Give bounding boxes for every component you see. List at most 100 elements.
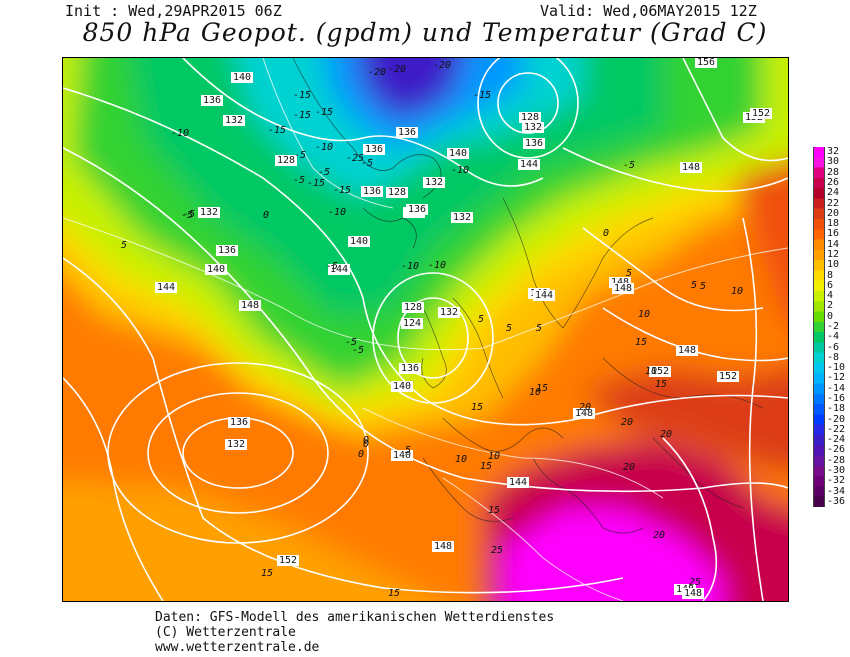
temperature-label: 15 — [488, 505, 500, 516]
temperature-label: 25 — [491, 545, 503, 556]
temperature-label: 25 — [689, 577, 701, 588]
geopotential-label: 136 — [398, 127, 416, 138]
legend-tick-label: 32 — [827, 146, 840, 158]
temperature-label: 10 — [455, 454, 467, 465]
legend-tick-label: 20 — [827, 207, 840, 219]
geopotential-label: 144 — [520, 159, 538, 170]
geopotential-label: 132 — [453, 212, 471, 223]
geopotential-label-box — [155, 282, 177, 293]
geopotential-label-box — [451, 212, 473, 223]
geopotential-label: 132 — [524, 122, 542, 133]
temperature-label: -10 — [171, 128, 189, 139]
temperature-label: -5 — [183, 209, 195, 220]
isohypses — [63, 58, 788, 601]
legend-tick-label: -4 — [827, 331, 840, 343]
legend-tick-label: 18 — [827, 218, 840, 230]
geopotential-label-box — [680, 162, 702, 173]
legend-tick-label: -10 — [827, 362, 846, 374]
geopotential-label-box — [277, 555, 299, 566]
temperature-label: -25 — [346, 153, 364, 164]
temperature-label: 10 — [638, 309, 650, 320]
geopotential-label-box — [432, 541, 454, 552]
geopotential-label: 140 — [393, 381, 411, 392]
geopotential-label-box — [198, 207, 220, 218]
temperature-label: 5 — [405, 445, 411, 456]
geopotential-label-box — [363, 144, 385, 155]
temperature-labels: -20-15-15-10 -15-10-5-5-20-15-20-25-15-10… — [121, 60, 743, 599]
legend-tick-label: 22 — [827, 197, 840, 209]
geopotential-label: 152 — [279, 555, 297, 566]
geopotential-label-box — [573, 408, 595, 419]
geopotential-label-box — [399, 363, 421, 374]
legend-tick-label: -12 — [827, 372, 846, 384]
geopotential-label: 144 — [157, 282, 175, 293]
temperature-label: -15 — [293, 90, 311, 101]
legend-tick-label: -24 — [827, 434, 846, 446]
legend-tick-label: 10 — [827, 259, 840, 271]
geopotential-label-box — [406, 204, 428, 215]
temperature-label: 20 — [660, 429, 672, 440]
geopotential-label-box — [401, 318, 423, 329]
legend-tick-label: -14 — [827, 382, 846, 394]
temperature-label: 5 — [626, 268, 632, 279]
temperature-label: 5 — [691, 280, 697, 291]
geopotential-label: 144 — [330, 264, 348, 275]
temperature-label: 15 — [388, 588, 400, 599]
geopotential-label-box — [391, 381, 413, 392]
temperature-label: -10 — [451, 165, 469, 176]
geopotential-label: 128 — [388, 187, 406, 198]
geopotential-label: 136 — [218, 245, 236, 256]
legend-tick-label: -18 — [827, 403, 846, 415]
geopotential-label-box — [676, 345, 698, 356]
geopotential-label-box — [649, 366, 671, 377]
temperature-label: -5 — [345, 337, 357, 348]
temperature-label: 15 — [261, 568, 273, 579]
geopotential-label-box — [682, 588, 704, 599]
temperature-label: 15 — [635, 337, 647, 348]
geopotential-label: 140 — [207, 264, 225, 275]
legend-tick-label: 0 — [827, 310, 834, 322]
temperature-field — [63, 58, 788, 601]
geopotential-label: 136 — [365, 144, 383, 155]
geopotential-label-box — [438, 307, 460, 318]
geopotential-label: 144 — [509, 477, 527, 488]
temperature-label: 0 — [363, 435, 369, 446]
footer-copyright: (C) Wetterzentrale — [155, 625, 296, 640]
temperature-label: 20 — [653, 530, 665, 541]
temperature-label: 20 — [579, 402, 591, 413]
temperature-label: -15 — [293, 110, 311, 121]
temperature-label: -10 — [328, 207, 346, 218]
geopotential-label: 148 — [434, 541, 452, 552]
geopotential-label: 148 — [684, 588, 702, 599]
geopotential-label-box — [223, 115, 245, 126]
legend-tick-label: -6 — [827, 341, 840, 353]
geopotential-label: 148 — [575, 408, 593, 419]
temperature-label: 5 — [121, 240, 127, 251]
geopotential-label: 136 — [401, 363, 419, 374]
geopotential-label-box — [391, 450, 413, 461]
temperature-label: -15 — [307, 178, 325, 189]
geopotential-labels: 1401361321281361361361321281321361401441… — [155, 58, 772, 599]
weather-map: 140 136 132 128 136 136 136 132 128 132 136 140 144 1… — [62, 57, 789, 602]
geopotential-label-box — [361, 186, 383, 197]
temperature-label: -5 — [623, 160, 635, 171]
legend-tick-label: -28 — [827, 454, 846, 466]
temperature-label: -15 — [473, 90, 491, 101]
geopotential-label: 148 — [241, 300, 259, 311]
geopotential-label: 136 — [203, 95, 221, 106]
temperature-label: 15 — [471, 402, 483, 413]
geopotential-label-box — [216, 245, 238, 256]
geopotential-label: 144 — [535, 290, 553, 301]
legend-tick-label: -8 — [827, 351, 840, 363]
geopotential-label: 140 — [350, 236, 368, 247]
temperature-label: -5 — [318, 167, 330, 178]
legend-tick-label: 6 — [827, 279, 834, 291]
geopotential-label-box — [239, 300, 261, 311]
geopotential-label: 132 — [200, 207, 218, 218]
temperature-label: -10 — [401, 261, 419, 272]
geopotential-label-box — [533, 290, 555, 301]
geopotential-label: 152 — [719, 371, 737, 382]
temperature-label: -20 — [388, 64, 406, 75]
geopotential-label: 124 — [403, 318, 421, 329]
temperature-label: 0 — [263, 210, 269, 221]
